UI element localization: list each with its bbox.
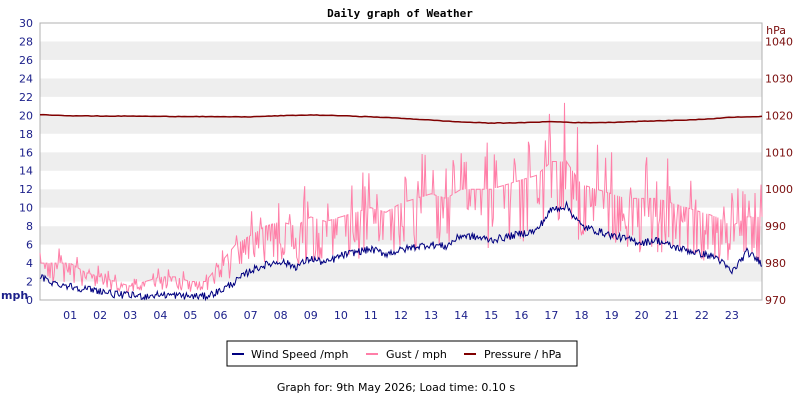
x-tick-label: 15 — [484, 309, 498, 322]
grid-band — [40, 59, 762, 79]
grid-band — [40, 170, 762, 190]
left-tick-label: 8 — [26, 220, 33, 233]
right-tick-label: 1000 — [765, 183, 793, 196]
grid-band — [40, 78, 762, 97]
x-tick-label: 16 — [514, 309, 528, 322]
right-tick-label: 990 — [765, 220, 786, 233]
left-tick-label: 18 — [19, 128, 33, 141]
grid-band — [40, 133, 762, 153]
plot-frame — [39, 22, 763, 301]
right-tick-label: 980 — [765, 257, 786, 270]
legend: Wind Speed /mph Gust / mph Pressure / hP… — [226, 340, 578, 367]
x-tick-label: 20 — [635, 309, 649, 322]
grid-band — [40, 244, 762, 264]
series-pressure-line — [39, 113, 763, 124]
left-tick-label: 6 — [26, 239, 33, 252]
grid-band — [40, 281, 762, 300]
x-axis-ticks: 01 02 03 04 05 06 07 08 09 10 11 12 13 14 15 16 17 18 19 20… — [63, 309, 739, 322]
left-tick-label: 26 — [19, 54, 33, 67]
left-tick-label: 16 — [19, 146, 33, 159]
left-tick-label: 28 — [19, 35, 33, 48]
left-tick-label: 30 — [19, 17, 33, 30]
x-tick-label: 03 — [123, 309, 137, 322]
x-tick-label: 05 — [183, 309, 197, 322]
x-tick-label: 13 — [424, 309, 438, 322]
x-tick-label: 17 — [544, 309, 558, 322]
legend-label-gust: Gust / mph — [386, 348, 447, 361]
x-tick-label: 02 — [93, 309, 107, 322]
grid-band — [40, 41, 762, 60]
x-tick-label: 23 — [725, 309, 739, 322]
x-tick-label: 11 — [364, 309, 378, 322]
x-tick-label: 18 — [575, 309, 589, 322]
grid-band — [40, 189, 762, 208]
x-tick-label: 06 — [214, 309, 228, 322]
grid-band — [40, 115, 762, 134]
left-tick-label: 22 — [19, 91, 33, 104]
left-tick-label: 14 — [19, 165, 33, 178]
x-tick-label: 04 — [153, 309, 167, 322]
grid-bands — [40, 23, 762, 300]
legend-box — [226, 340, 578, 367]
right-tick-label: 1010 — [765, 146, 793, 159]
x-tick-label: 12 — [394, 309, 408, 322]
right-tick-label: 970 — [765, 294, 786, 307]
left-tick-label: 4 — [26, 257, 33, 270]
x-tick-label: 07 — [244, 309, 258, 322]
legend-label-wind: Wind Speed /mph — [251, 348, 349, 361]
series-layer — [39, 102, 763, 302]
left-tick-label: 0 — [26, 294, 33, 307]
grid-band — [40, 152, 762, 171]
x-tick-label: 08 — [274, 309, 288, 322]
left-tick-label: 2 — [26, 276, 33, 289]
right-tick-label: 1020 — [765, 109, 793, 122]
right-tick-label: 1040 — [765, 35, 793, 48]
x-tick-label: 09 — [304, 309, 318, 322]
right-axis-ticks: 970 980 990 1000 1010 1020 1030 1040 — [765, 35, 793, 307]
left-axis-unit: mph — [1, 289, 28, 302]
chart-title: Daily graph of Weather — [327, 7, 473, 20]
left-tick-label: 10 — [19, 202, 33, 215]
grid-band — [40, 96, 762, 116]
legend-label-pressure: Pressure / hPa — [484, 348, 562, 361]
left-tick-label: 20 — [19, 109, 33, 122]
left-tick-label: 12 — [19, 183, 33, 196]
series-gust-line — [39, 102, 763, 294]
left-tick-label: 24 — [19, 72, 33, 85]
grid-band — [40, 23, 762, 42]
x-tick-label: 19 — [605, 309, 619, 322]
x-tick-label: 14 — [454, 309, 468, 322]
x-tick-label: 10 — [334, 309, 348, 322]
right-axis-unit: hPa — [766, 24, 786, 37]
footer-text: Graph for: 9th May 2026; Load time: 0.10… — [277, 381, 516, 394]
series-wind-line — [39, 200, 763, 302]
x-tick-label: 22 — [695, 309, 709, 322]
right-tick-label: 1030 — [765, 72, 793, 85]
grid-band — [40, 226, 762, 245]
grid-band — [40, 263, 762, 282]
x-tick-label: 21 — [665, 309, 679, 322]
x-tick-label: 01 — [63, 309, 77, 322]
